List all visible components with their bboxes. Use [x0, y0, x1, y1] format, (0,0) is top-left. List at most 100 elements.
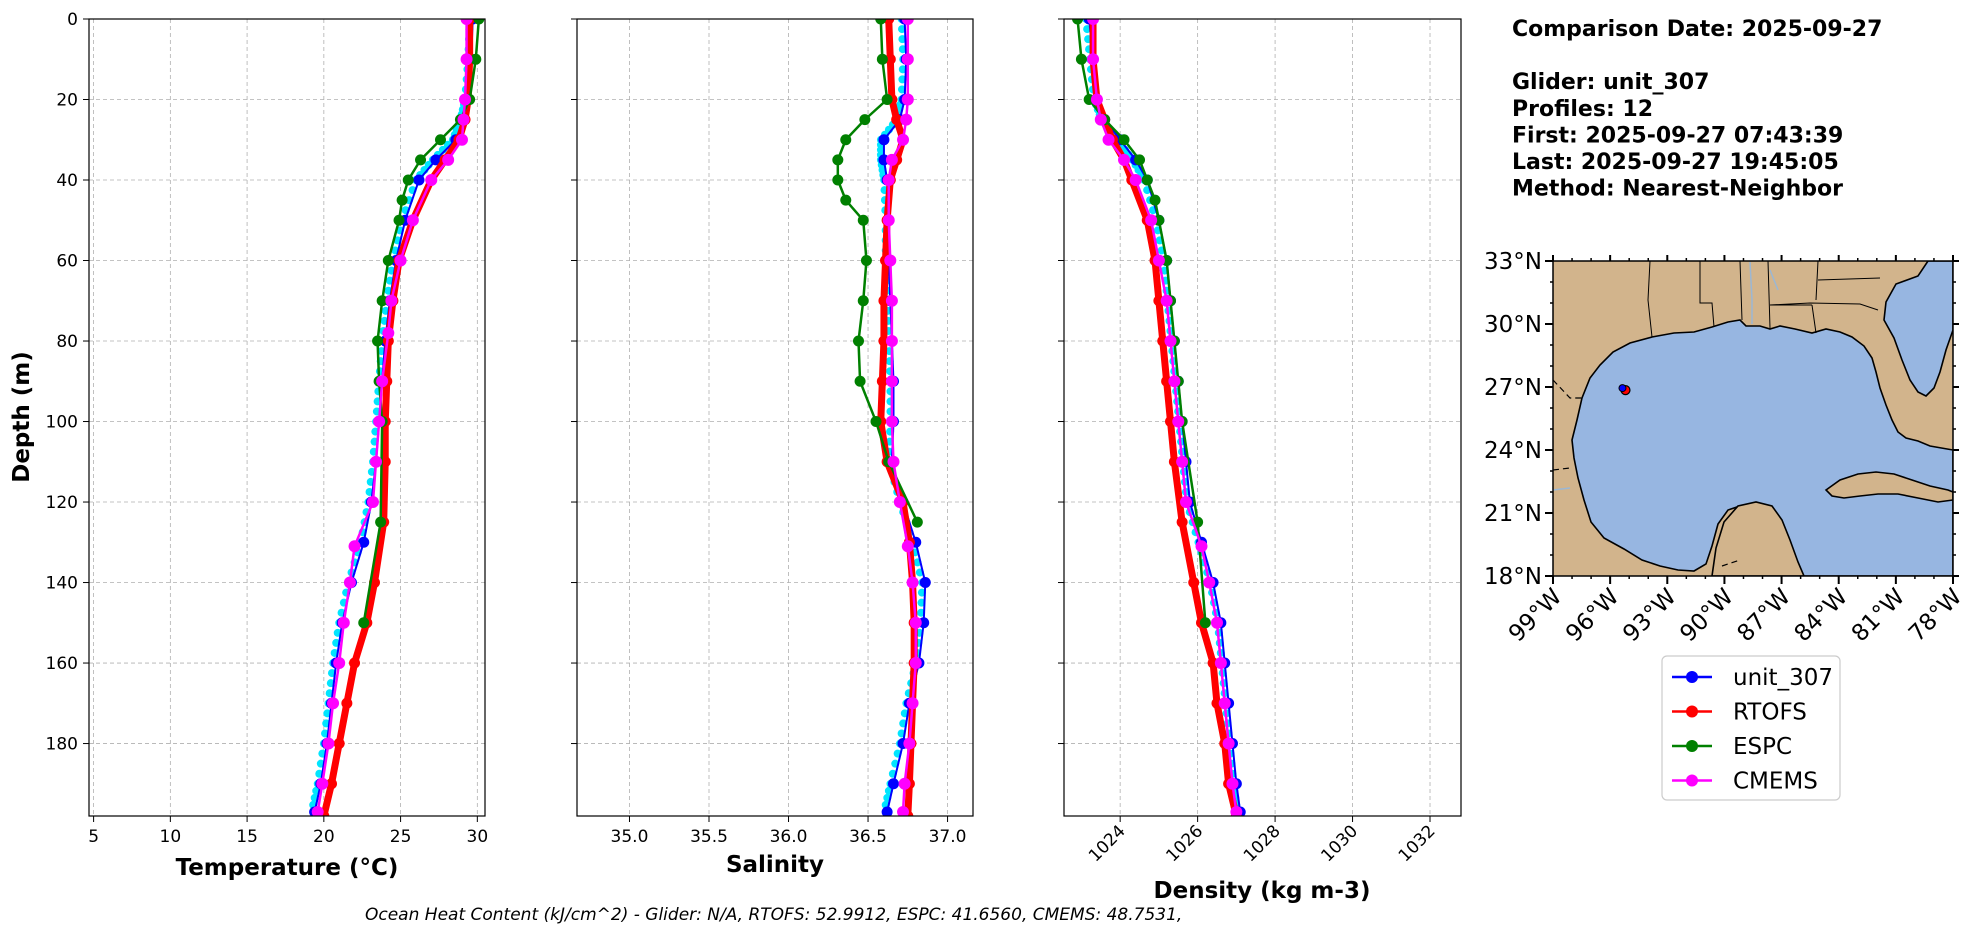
legend-frame: [1661, 655, 1841, 801]
point-RTOFS: [326, 778, 338, 790]
point-CMEMS: [901, 19, 914, 25]
info-line: First: 2025-09-27 07:43:39: [1512, 123, 1843, 148]
temperature-xlabel: Temperature (°C): [176, 855, 399, 881]
point-CMEMS: [385, 294, 398, 307]
point-CMEMS: [885, 375, 898, 388]
temperature-series: [309, 19, 485, 816]
point-CMEMS: [348, 540, 361, 553]
point-CMEMS: [1087, 53, 1100, 66]
point-CMEMS: [366, 496, 379, 509]
point-CMEMS: [906, 697, 919, 710]
point-ESPC: [1141, 174, 1153, 186]
x-tick-label: 15: [236, 827, 258, 847]
point-CMEMS: [885, 294, 898, 307]
x-tick-label: 1032: [1395, 821, 1440, 866]
point-CMEMS: [882, 174, 895, 187]
point-CMEMS: [885, 153, 898, 166]
mexico-border: [1553, 379, 1741, 567]
point-CMEMS: [1203, 576, 1216, 589]
point-RTOFS: [876, 375, 888, 387]
density-frame: [1063, 18, 1462, 817]
series-ESPC: [832, 19, 923, 528]
point-RTOFS: [333, 738, 345, 750]
point-CMEMS: [376, 375, 389, 388]
density-xlabel: Density (kg m-3): [1154, 878, 1371, 904]
point-CMEMS: [1222, 737, 1235, 750]
salinity-ticks: 35.0 35.5 36.0 36.5 37.0: [571, 18, 966, 847]
point-CMEMS: [457, 113, 470, 126]
series-CMEMS: [882, 19, 922, 816]
legend-label: unit_307: [1733, 665, 1833, 691]
map-frame: [1552, 260, 1954, 577]
atlantic-water: [1883, 261, 1953, 397]
salinity-xlabel: Salinity: [726, 852, 824, 878]
point-CMEMS: [901, 540, 914, 553]
point-CMEMS: [1172, 415, 1185, 428]
point-CMEMS: [1176, 455, 1189, 468]
point-RTOFS: [1188, 577, 1200, 589]
point-ESPC: [876, 53, 888, 65]
series-CMEMS: [311, 19, 473, 816]
point-RTOFS: [341, 697, 353, 709]
x-tick-label: 36.5: [849, 827, 887, 847]
point-CMEMS: [1094, 113, 1107, 126]
point-CMEMS: [1152, 254, 1165, 267]
density-series: [1072, 19, 1246, 816]
lat-tick-label: 21°N: [1484, 501, 1542, 527]
point-ESPC: [1118, 134, 1130, 146]
point-unit_307: [919, 577, 931, 589]
point-CMEMS: [909, 616, 922, 629]
y-tick-label: 80: [56, 332, 78, 352]
point-RTOFS: [349, 657, 361, 669]
point-CMEMS: [382, 326, 395, 339]
point-ESPC: [402, 174, 414, 186]
rivers: [1553, 261, 1779, 491]
ohc-footer: Ocean Heat Content (kJ/cm^2) - Glider: N…: [365, 905, 1182, 925]
salinity-series: [832, 19, 931, 816]
point-ESPC: [1199, 617, 1211, 629]
lat-tick-label: 33°N: [1484, 249, 1542, 275]
point-CMEMS: [1129, 174, 1142, 187]
point-CMEMS: [898, 777, 911, 790]
info-line: Last: 2025-09-27 19:45:05: [1512, 150, 1839, 175]
point-ESPC: [372, 335, 384, 347]
point-ESPC: [840, 134, 852, 146]
point-CMEMS: [373, 415, 386, 428]
point-ESPC: [857, 295, 869, 307]
point-ESPC: [470, 53, 482, 65]
lon-tick-label: 78°W: [1904, 584, 1967, 647]
point-ESPC: [415, 154, 427, 166]
point-CMEMS: [1226, 777, 1239, 790]
x-tick-label: 1028: [1240, 821, 1285, 866]
lat-tick-label: 27°N: [1484, 375, 1542, 401]
temperature-frame: [88, 18, 486, 817]
y-tick-label: 60: [56, 252, 78, 272]
line-ESPC: [1076, 19, 1207, 623]
point-ESPC: [1075, 53, 1087, 65]
x-tick-label: 5: [88, 827, 99, 847]
x-tick-label: 20: [313, 827, 335, 847]
point-CMEMS: [442, 153, 455, 166]
legend-marker: [1686, 705, 1698, 718]
point-ESPC: [1134, 154, 1146, 166]
legend-label: RTOFS: [1733, 700, 1807, 726]
lon-tick-label: 96°W: [1561, 584, 1624, 647]
point-CMEMS: [1118, 153, 1131, 166]
point-CMEMS: [885, 415, 898, 428]
x-tick-label: 35.5: [690, 827, 728, 847]
point-ESPC: [1149, 194, 1161, 206]
point-ESPC: [434, 134, 446, 146]
line-RTOFS: [1089, 19, 1240, 816]
gulf-water: [1571, 319, 1953, 576]
point-RTOFS: [884, 53, 896, 65]
point-ESPC: [859, 114, 871, 126]
point-ESPC: [857, 214, 869, 226]
point-ESPC: [393, 214, 405, 226]
line-ESPC: [836, 19, 919, 523]
point-CMEMS: [322, 737, 335, 750]
point-CMEMS: [909, 657, 922, 670]
point-ESPC: [854, 375, 866, 387]
point-CMEMS: [343, 576, 356, 589]
point-ESPC: [1072, 19, 1084, 25]
temperature-panel: 5 10 15 20 25 30 0 20 40 60 80 100 120 140 160 180 Temp…: [9, 10, 488, 881]
